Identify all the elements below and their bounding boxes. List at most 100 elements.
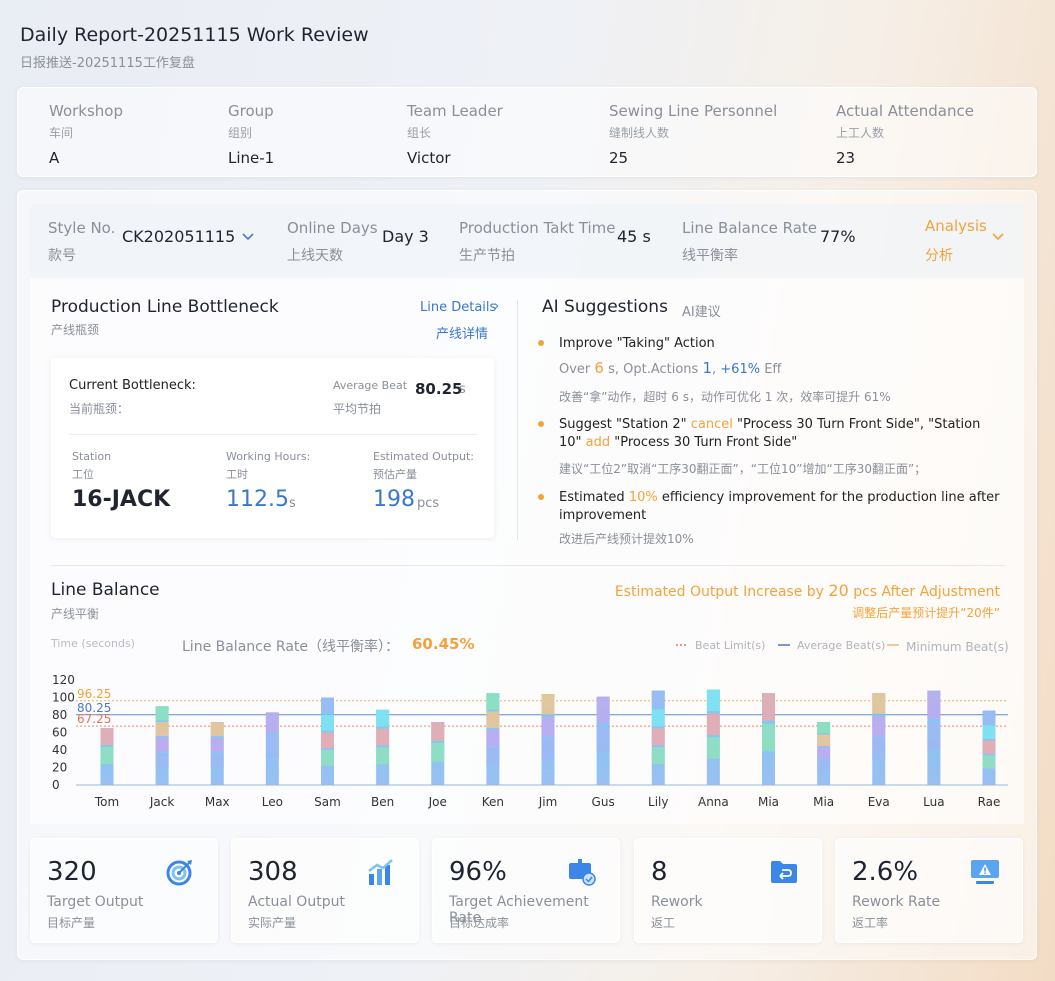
- kpi-label: Rework Rate: [852, 894, 941, 910]
- warning-monitor-icon: [971, 860, 999, 884]
- bar-segment: [651, 747, 665, 765]
- kpi-label-cn: 实际产量: [248, 916, 297, 930]
- analysis-toggle[interactable]: Analysis 分析: [925, 217, 1015, 267]
- kpi-label-cn: 目标产量: [47, 916, 96, 930]
- estimated-output-label: Estimated Output:: [373, 450, 474, 463]
- line-details-label: Line Details: [420, 300, 497, 315]
- line-balance-title-cn: 产线平衡: [51, 607, 100, 621]
- bar-segment: [706, 737, 720, 759]
- online-days-value: Day 3: [382, 227, 429, 246]
- x-tick-label: Lily: [648, 795, 668, 809]
- style-no-label: Style No.: [48, 219, 116, 237]
- kpi-value: 8: [651, 857, 668, 887]
- divider: [69, 434, 477, 435]
- bar-segment: [321, 697, 334, 714]
- x-tick-label: Sam: [314, 795, 341, 809]
- suggestion-1-cn: 改善“拿”动作，超时 6 s，动作可优化 1 次，效率可提升 61%: [559, 390, 891, 404]
- bar-segment: [486, 729, 500, 747]
- kpi-label-cn: 返工: [651, 916, 676, 930]
- kpi-label: Target Output: [47, 894, 144, 910]
- legend-label: Minimum Beat(s): [906, 640, 1009, 654]
- bar-segment: [651, 709, 665, 727]
- bar-segment: [431, 722, 445, 741]
- y-tick-label: 40: [52, 743, 67, 757]
- x-tick-label: Gus: [592, 795, 615, 809]
- bar-segment: [706, 713, 720, 735]
- estimated-output-label-cn: 预估产量: [373, 468, 417, 481]
- line-balance-rate-label: Line Balance Rate（线平衡率）：: [182, 639, 400, 655]
- info-label-cn: 上工人数: [836, 126, 885, 140]
- suggestion-1-title: Improve "Taking" Action: [559, 336, 715, 351]
- info-label: Sewing Line Personnel: [609, 102, 778, 120]
- bar-segment: [817, 722, 831, 734]
- kpi-label: Rework: [651, 894, 703, 910]
- line-details-link[interactable]: Line Details › 产线详情: [420, 299, 500, 342]
- y-tick-label: 60: [52, 726, 67, 740]
- balance-rate-label: Line Balance Rate: [682, 219, 818, 237]
- line-balance-title: Line Balance: [51, 580, 160, 600]
- style-no-value: CK202051115: [122, 227, 236, 246]
- bullet-icon: [538, 494, 544, 500]
- bar-segment: [927, 690, 941, 719]
- kpi-rework-rate: 2.6% Rework Rate 返工率: [835, 838, 1023, 943]
- style-no-select[interactable]: CK202051115: [122, 227, 255, 246]
- bar-segment: [706, 689, 720, 712]
- bar-segment: [155, 706, 169, 721]
- current-bottleneck-label-cn: 当前瓶颈：: [69, 402, 130, 416]
- output-increase-text: Estimated Output Increase by 20 pcs Afte…: [614, 581, 1000, 600]
- chevron-down-icon: [992, 233, 1004, 241]
- bar-segment: [376, 728, 390, 746]
- y-tick-label: 20: [52, 761, 67, 775]
- bar-segment: [486, 711, 500, 729]
- x-tick-label: Eva: [868, 795, 890, 809]
- bar-segment: [541, 694, 555, 715]
- working-hours-unit: s: [289, 496, 296, 511]
- output-increase-cn: 调整后产量预计提升“20件”: [852, 606, 1000, 620]
- bar-segment: [210, 753, 224, 768]
- info-sewing-personnel: Sewing Line Personnel 缝制线人数 25: [609, 102, 777, 167]
- bar-segment: [486, 748, 500, 765]
- x-tick-label: Max: [205, 795, 230, 809]
- online-days-label-cn: 上线天数: [287, 248, 343, 264]
- bar-segment: [376, 709, 390, 727]
- bar-segment: [486, 693, 500, 710]
- info-label: Workshop: [49, 102, 124, 120]
- bar-segment: [155, 737, 169, 752]
- target-icon: [166, 860, 192, 886]
- working-hours-label-cn: 工时: [226, 468, 248, 481]
- bar-segment: [651, 728, 665, 746]
- bar-segment: [321, 732, 334, 749]
- bar-segment: [982, 755, 996, 769]
- bar-segment: [210, 722, 224, 737]
- x-tick-label: Rae: [978, 795, 1001, 809]
- bar-segment: [376, 747, 390, 765]
- bar-segment: [155, 722, 169, 737]
- average-beat-value: 80.25: [415, 380, 463, 398]
- estimated-output-unit: pcs: [417, 496, 440, 511]
- bullet-icon: [538, 421, 544, 427]
- reference-line-label: 96.25: [77, 687, 111, 701]
- bar-segment: [872, 716, 886, 737]
- kpi-value: 96%: [449, 857, 507, 887]
- bar-segment: [431, 743, 445, 762]
- bar-segment: [982, 725, 996, 739]
- info-card: Workshop 车间 A Group 组别 Line-1 Team Leade…: [17, 87, 1037, 177]
- bar-segment: [817, 759, 831, 772]
- x-tick-label: Anna: [698, 795, 729, 809]
- page-subtitle: 日报推送-20251115工作复盘: [20, 56, 195, 71]
- info-value: Victor: [407, 149, 451, 167]
- kpi-value: 320: [47, 857, 97, 887]
- bar-segment: [872, 739, 886, 760]
- bar-segment: [321, 715, 334, 731]
- chevron-down-icon: [242, 232, 254, 240]
- bottleneck-title-cn: 产线瓶颈: [51, 323, 100, 337]
- info-value: 25: [609, 149, 629, 167]
- bar-segment: [321, 750, 334, 766]
- bar-segment: [541, 739, 555, 760]
- x-tick-label: Lua: [923, 795, 944, 809]
- x-tick-label: Jack: [149, 795, 174, 809]
- bottleneck-title: Production Line Bottleneck: [51, 297, 279, 317]
- average-beat-label: Average Beat: [333, 379, 408, 392]
- bottleneck-card: Current Bottleneck: 当前瓶颈： Average Beat 平…: [51, 358, 494, 538]
